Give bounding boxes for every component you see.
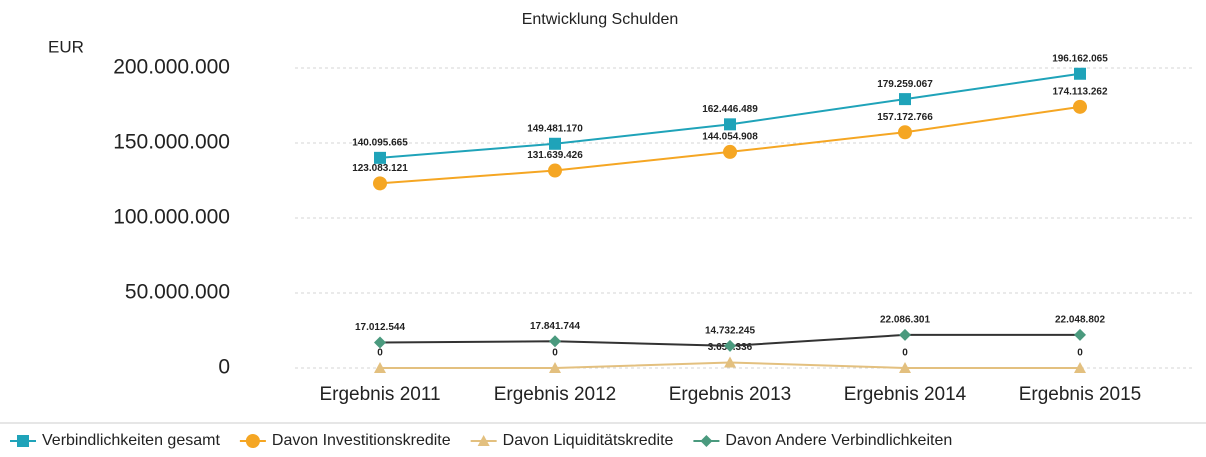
data-point	[723, 144, 737, 159]
x-tick-label: Ergebnis 2011	[319, 384, 440, 405]
data-label: 196.162.065	[1052, 53, 1108, 64]
data-label: 22.048.802	[1055, 315, 1105, 326]
y-tick-label: 200.000.000	[113, 56, 230, 79]
y-tick-label: 100.000.000	[113, 206, 230, 229]
data-point	[1074, 362, 1086, 373]
x-tick-label: Ergebnis 2013	[669, 384, 792, 405]
legend-label: Davon Andere Verbindlichkeiten	[725, 432, 952, 449]
legend-marker	[477, 435, 490, 446]
legend-label: Verbindlichkeiten gesamt	[42, 432, 220, 449]
data-point	[374, 336, 386, 349]
y-tick-label: 150.000.000	[113, 131, 230, 154]
data-label: 149.481.170	[527, 123, 583, 134]
data-point	[549, 335, 561, 348]
data-label: 144.054.908	[702, 132, 758, 143]
data-point	[1074, 328, 1086, 341]
data-label: 179.259.067	[877, 79, 933, 90]
data-point	[899, 93, 911, 106]
data-point	[549, 137, 561, 150]
legend-marker	[17, 435, 29, 447]
data-label: 17.012.544	[355, 322, 405, 333]
data-label: 123.083.121	[352, 163, 408, 174]
legend-marker	[700, 435, 713, 447]
data-point	[1074, 67, 1086, 80]
data-label: 14.732.245	[705, 326, 755, 337]
data-point	[374, 362, 386, 373]
y-tick-label: 0	[218, 356, 230, 379]
data-point	[374, 151, 386, 164]
legend-label: Davon Liquiditätskredite	[503, 432, 674, 449]
data-label: 22.086.301	[880, 315, 930, 326]
data-label: 17.841.744	[530, 321, 580, 332]
data-point	[899, 362, 911, 373]
data-label: 157.172.766	[877, 112, 933, 123]
data-point	[899, 328, 911, 341]
x-tick-label: Ergebnis 2015	[1019, 384, 1142, 405]
data-point	[724, 356, 736, 368]
legend-marker	[245, 434, 260, 448]
y-tick-label: 50.000.000	[125, 281, 230, 304]
x-tick-label: Ergebnis 2014	[844, 384, 967, 405]
data-point	[724, 118, 736, 131]
data-label: 0	[552, 348, 558, 359]
data-point	[1073, 99, 1087, 114]
legend-label: Davon Investitionskredite	[272, 432, 451, 449]
y-axis-label: EUR	[48, 37, 84, 56]
data-point	[549, 362, 561, 373]
data-point	[548, 163, 562, 178]
data-label: 0	[902, 348, 908, 359]
data-label: 140.095.665	[352, 137, 408, 148]
data-label: 162.446.489	[702, 104, 758, 115]
data-label: 0	[1077, 348, 1083, 359]
data-label: 174.113.262	[1052, 86, 1107, 97]
data-label: 131.639.426	[527, 150, 583, 161]
data-point	[373, 176, 387, 191]
chart-title: Entwicklung Schulden	[522, 11, 679, 28]
data-point	[898, 125, 912, 140]
data-point	[724, 339, 736, 352]
data-label: 0	[377, 348, 383, 359]
x-tick-label: Ergebnis 2012	[494, 384, 617, 405]
